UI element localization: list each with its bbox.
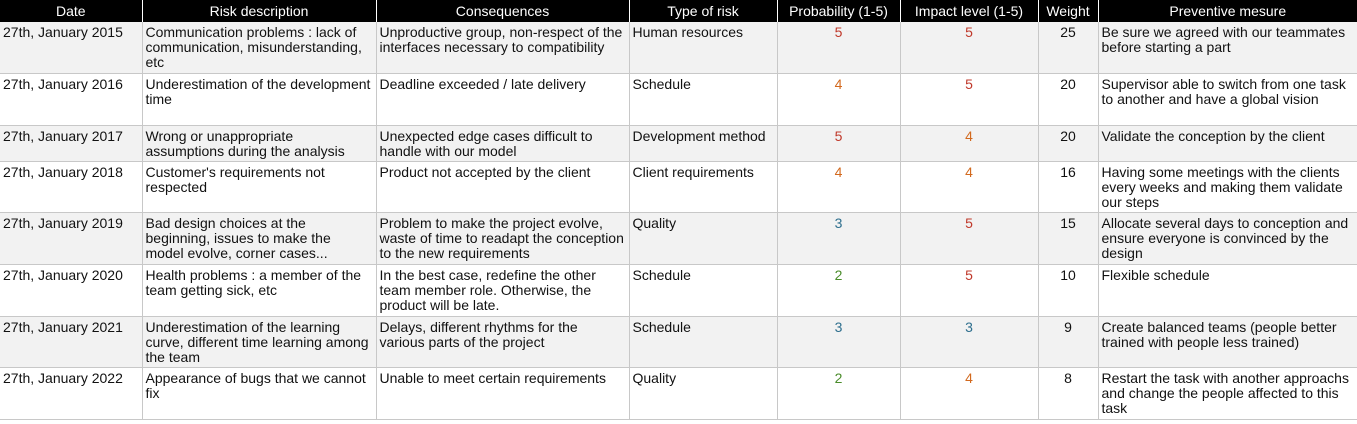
cell-risk-description: Bad design choices at the beginning, iss… xyxy=(142,212,377,265)
cell-impact-level: 5 xyxy=(900,73,1039,126)
cell-date: 27th, January 2019 xyxy=(0,212,143,265)
table-row[interactable]: 27th, January 2018 Customer's requirement… xyxy=(0,161,1357,213)
cell-probability: 5 xyxy=(777,125,901,162)
cell-preventive-measure: Supervisor able to switch from one task … xyxy=(1098,73,1357,126)
cell-type-of-risk: Quality xyxy=(629,212,778,265)
cell-consequences: Product not accepted by the client xyxy=(376,161,630,213)
cell-date: 27th, January 2016 xyxy=(0,73,143,126)
cell-preventive-measure: Flexible schedule xyxy=(1098,264,1357,317)
cell-type-of-risk: Schedule xyxy=(629,264,778,317)
cell-preventive-measure: Allocate several days to conception and … xyxy=(1098,212,1357,265)
cell-consequences: Unproductive group, non-respect of the i… xyxy=(376,22,630,74)
cell-weight: 16 xyxy=(1038,161,1099,213)
header-impact-level[interactable]: Impact level (1-5) xyxy=(900,0,1039,22)
cell-preventive-measure: Having some meetings with the clients ev… xyxy=(1098,161,1357,213)
cell-weight: 25 xyxy=(1038,22,1099,74)
table-row[interactable]: 27th, January 2016 Underestimation of the… xyxy=(0,73,1357,126)
cell-type-of-risk: Quality xyxy=(629,367,778,420)
cell-date: 27th, January 2021 xyxy=(0,316,143,368)
header-risk-description[interactable]: Risk description xyxy=(142,0,377,22)
cell-probability: 4 xyxy=(777,161,901,213)
cell-impact-level: 3 xyxy=(900,316,1039,368)
table-row[interactable]: 27th, January 2015 Communication problems… xyxy=(0,22,1357,74)
cell-impact-level: 5 xyxy=(900,212,1039,265)
cell-probability: 2 xyxy=(777,264,901,317)
table-row[interactable]: 27th, January 2022 Appearance of bugs tha… xyxy=(0,367,1357,420)
table-row[interactable]: 27th, January 2017 Wrong or unappropriate… xyxy=(0,125,1357,162)
table-row[interactable]: 27th, January 2019 Bad design choices at … xyxy=(0,212,1357,265)
cell-type-of-risk: Client requirements xyxy=(629,161,778,213)
cell-weight: 10 xyxy=(1038,264,1099,317)
cell-preventive-measure: Restart the task with another approachs … xyxy=(1098,367,1357,420)
cell-probability: 3 xyxy=(777,316,901,368)
cell-risk-description: Wrong or unappropriate assumptions durin… xyxy=(142,125,377,162)
cell-weight: 20 xyxy=(1038,125,1099,162)
cell-risk-description: Communication problems : lack of communi… xyxy=(142,22,377,74)
cell-risk-description: Underestimation of the development time xyxy=(142,73,377,126)
cell-preventive-measure: Validate the conception by the client xyxy=(1098,125,1357,162)
cell-consequences: Delays, different rhythms for the variou… xyxy=(376,316,630,368)
cell-type-of-risk: Schedule xyxy=(629,316,778,368)
table-body: 27th, January 2015 Communication problems… xyxy=(0,22,1357,420)
cell-date: 27th, January 2015 xyxy=(0,22,143,74)
cell-consequences: Unable to meet certain requirements xyxy=(376,367,630,420)
cell-impact-level: 5 xyxy=(900,22,1039,74)
table-header: Date Risk description Consequences Type … xyxy=(0,0,1357,22)
cell-weight: 15 xyxy=(1038,212,1099,265)
header-probability[interactable]: Probability (1-5) xyxy=(777,0,901,22)
cell-date: 27th, January 2017 xyxy=(0,125,143,162)
header-weight[interactable]: Weight xyxy=(1038,0,1099,22)
cell-risk-description: Customer's requirements not respected xyxy=(142,161,377,213)
cell-weight: 20 xyxy=(1038,73,1099,126)
cell-probability: 5 xyxy=(777,22,901,74)
cell-date: 27th, January 2018 xyxy=(0,161,143,213)
cell-preventive-measure: Create balanced teams (people better tra… xyxy=(1098,316,1357,368)
cell-risk-description: Appearance of bugs that we cannot fix xyxy=(142,367,377,420)
cell-weight: 8 xyxy=(1038,367,1099,420)
cell-impact-level: 5 xyxy=(900,264,1039,317)
cell-type-of-risk: Human resources xyxy=(629,22,778,74)
cell-type-of-risk: Schedule xyxy=(629,73,778,126)
header-date[interactable]: Date xyxy=(0,0,143,22)
cell-impact-level: 4 xyxy=(900,367,1039,420)
cell-consequences: Deadline exceeded / late delivery xyxy=(376,73,630,126)
cell-type-of-risk: Development method xyxy=(629,125,778,162)
header-preventive-measure[interactable]: Preventive mesure xyxy=(1098,0,1357,22)
cell-probability: 2 xyxy=(777,367,901,420)
cell-date: 27th, January 2022 xyxy=(0,367,143,420)
cell-consequences: Unexpected edge cases difficult to handl… xyxy=(376,125,630,162)
header-row: Date Risk description Consequences Type … xyxy=(0,0,1357,22)
cell-consequences: Problem to make the project evolve, wast… xyxy=(376,212,630,265)
table-row[interactable]: 27th, January 2021 Underestimation of the… xyxy=(0,316,1357,368)
cell-risk-description: Underestimation of the learning curve, d… xyxy=(142,316,377,368)
cell-preventive-measure: Be sure we agreed with our teammates bef… xyxy=(1098,22,1357,74)
cell-impact-level: 4 xyxy=(900,125,1039,162)
cell-risk-description: Health problems : a member of the team g… xyxy=(142,264,377,317)
cell-probability: 4 xyxy=(777,73,901,126)
cell-date: 27th, January 2020 xyxy=(0,264,143,317)
table-row[interactable]: 27th, January 2020 Health problems : a me… xyxy=(0,264,1357,317)
header-type-of-risk[interactable]: Type of risk xyxy=(629,0,778,22)
cell-probability: 3 xyxy=(777,212,901,265)
cell-impact-level: 4 xyxy=(900,161,1039,213)
header-consequences[interactable]: Consequences xyxy=(376,0,630,22)
cell-weight: 9 xyxy=(1038,316,1099,368)
cell-consequences: In the best case, redefine the other tea… xyxy=(376,264,630,317)
